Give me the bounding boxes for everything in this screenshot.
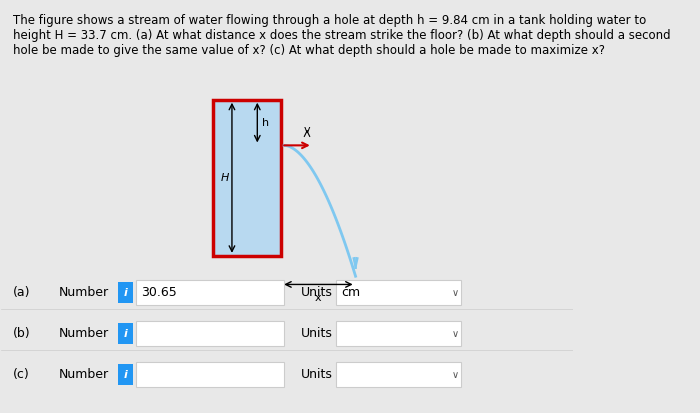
Text: cm: cm (342, 286, 360, 299)
Text: Number: Number (59, 286, 108, 299)
Text: Units: Units (301, 286, 333, 299)
Text: h: h (262, 118, 269, 128)
Text: i: i (124, 370, 127, 380)
Text: H: H (220, 173, 229, 183)
Bar (118, 364, 133, 385)
Text: 30.65: 30.65 (141, 286, 177, 299)
Bar (335, 280, 461, 305)
Text: The figure shows a stream of water flowing through a hole at depth h = 9.84 cm i: The figure shows a stream of water flowi… (13, 14, 671, 57)
Bar (136, 321, 284, 346)
Text: Number: Number (59, 327, 108, 340)
Bar (335, 321, 461, 346)
Text: (b): (b) (13, 327, 30, 340)
Text: ∨: ∨ (452, 287, 459, 298)
Bar (118, 323, 133, 344)
Text: (a): (a) (13, 286, 30, 299)
Text: (c): (c) (13, 368, 29, 381)
Bar (118, 282, 133, 303)
Text: Units: Units (301, 368, 333, 381)
Text: i: i (124, 329, 127, 339)
Text: ∨: ∨ (452, 370, 459, 380)
Text: i: i (124, 287, 127, 298)
Bar (335, 362, 461, 387)
Bar (136, 280, 284, 305)
Bar (213, 100, 281, 256)
Text: x: x (315, 293, 322, 303)
Text: v: v (304, 125, 310, 135)
Text: ∨: ∨ (452, 329, 459, 339)
Bar (136, 362, 284, 387)
Text: Number: Number (59, 368, 108, 381)
Bar (213, 100, 281, 256)
Text: Units: Units (301, 327, 333, 340)
